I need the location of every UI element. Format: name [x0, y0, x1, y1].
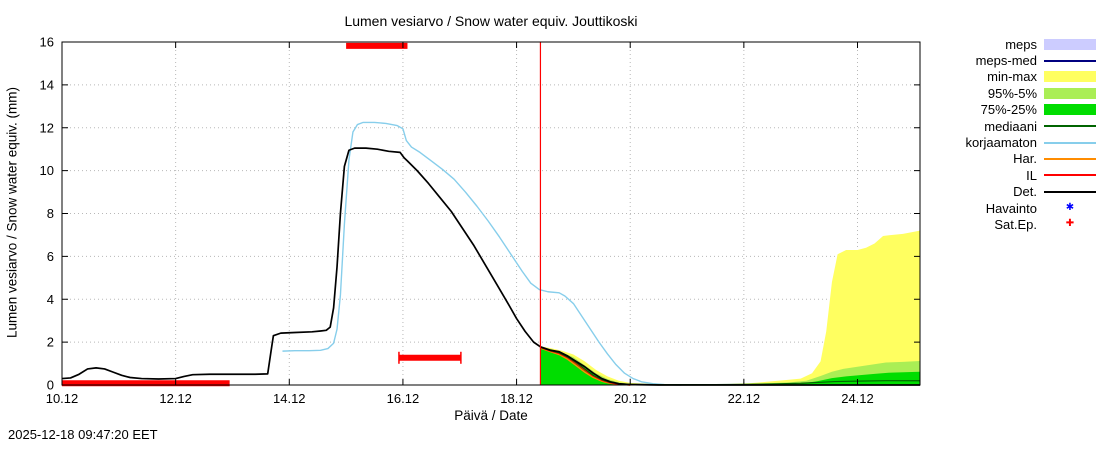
legend-item-75%-25%: 75%-25% [938, 102, 1096, 118]
legend-line-swatch [1044, 157, 1096, 160]
series-korjaamaton [282, 121, 682, 386]
band-95-5 [540, 346, 920, 385]
x-tick-label: 20.12 [614, 391, 647, 406]
legend-marker-icon: ✱ [1065, 202, 1075, 214]
legend-item-min-max: min-max [938, 69, 1096, 85]
generated-timestamp: 2025-12-18 09:47:20 EET [8, 427, 158, 442]
legend-label: meps [1005, 36, 1037, 52]
y-tick-label: 16 [40, 35, 54, 50]
legend-label: Havainto [985, 200, 1037, 216]
series-det [61, 147, 920, 386]
legend-line-swatch [1044, 174, 1096, 177]
y-tick-label: 4 [47, 292, 54, 307]
chart-title: Lumen vesiarvo / Snow water equiv. Joutt… [344, 13, 638, 29]
legend-label: min-max [987, 69, 1037, 85]
legend-band-swatch [1044, 38, 1096, 50]
legend-label: mediaani [984, 118, 1037, 134]
legend-label: Har. [1013, 151, 1037, 167]
legend: meps meps-med min-max 95%-5% 75%-25% mediaani… [938, 36, 1096, 233]
x-tick-label: 10.12 [46, 391, 79, 406]
legend-band-swatch [1044, 87, 1096, 99]
legend-item-Det.: Det. [938, 184, 1096, 200]
legend-label: korjaamaton [965, 135, 1037, 151]
x-tick-label: 16.12 [387, 391, 420, 406]
legend-item-meps: meps [938, 36, 1096, 52]
legend-label: 75%-25% [980, 102, 1037, 118]
x-tick-label: 14.12 [273, 391, 306, 406]
legend-line-swatch [1044, 190, 1096, 193]
legend-line-swatch [1044, 141, 1096, 144]
y-tick-label: 6 [47, 249, 54, 264]
band-min-max [540, 230, 920, 385]
legend-item-meps-med: meps-med [938, 52, 1096, 68]
y-tick-label: 10 [40, 163, 54, 178]
legend-label: 95%-5% [987, 85, 1037, 101]
legend-band-swatch [1044, 71, 1096, 83]
legend-label: IL [1026, 167, 1037, 183]
legend-item-Har.: Har. [938, 151, 1096, 167]
y-tick-label: 2 [47, 335, 54, 350]
legend-item-korjaamaton: korjaamaton [938, 134, 1096, 150]
y-tick-label: 14 [40, 77, 54, 92]
legend-line-swatch [1044, 59, 1096, 62]
legend-item-95%-5%: 95%-5% [938, 85, 1096, 101]
y-tick-label: 12 [40, 120, 54, 135]
legend-item-IL: IL [938, 167, 1096, 183]
x-tick-label: 22.12 [728, 391, 761, 406]
x-tick-label: 24.12 [841, 391, 874, 406]
y-tick-label: 0 [47, 378, 54, 393]
x-tick-label: 18.12 [500, 391, 533, 406]
legend-band-swatch [1044, 104, 1096, 116]
x-axis-label: Päivä / Date [454, 408, 528, 423]
y-axis-label: Lumen vesiarvo / Snow water equiv. (mm) [4, 86, 20, 339]
legend-label: Det. [1013, 184, 1037, 200]
legend-item-mediaani: mediaani [938, 118, 1096, 134]
legend-item-Havainto: Havainto ✱ [938, 200, 1096, 216]
legend-label: Sat.Ep. [994, 216, 1037, 232]
legend-label: meps-med [975, 53, 1037, 69]
x-tick-label: 12.12 [159, 391, 192, 406]
legend-marker-icon: ✚ [1065, 218, 1075, 230]
legend-item-Sat.Ep.: Sat.Ep. ✚ [938, 216, 1096, 232]
y-tick-label: 8 [47, 206, 54, 221]
legend-line-swatch [1044, 125, 1096, 128]
